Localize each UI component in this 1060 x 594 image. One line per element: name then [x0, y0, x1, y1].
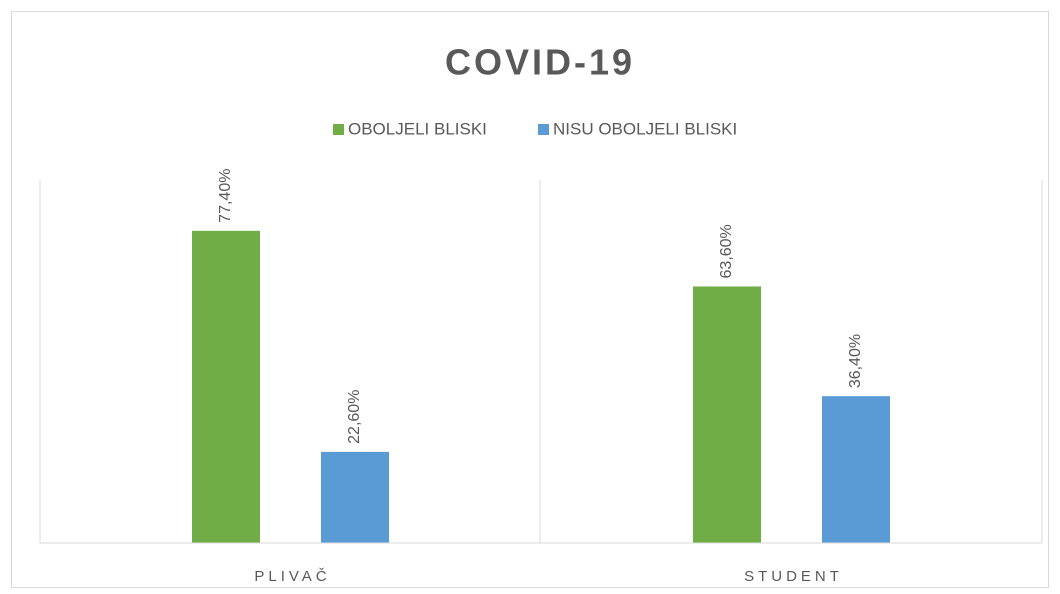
chart-border [11, 11, 1049, 588]
legend-swatch [333, 124, 344, 135]
data-label: 36,40% [847, 334, 864, 388]
data-label: 77,40% [217, 169, 234, 223]
legend-label: NISU OBOLJELI BLISKI [553, 119, 737, 138]
chart-title: COVID-19 [445, 42, 635, 83]
bar [192, 230, 260, 543]
bar [693, 286, 761, 543]
x-tick-label: PLIVAČ [254, 568, 330, 585]
legend-label: OBOLJELI BLISKI [348, 119, 487, 138]
plot-area [39, 180, 1043, 543]
x-tick-label: STUDENT [744, 568, 843, 585]
bar [822, 396, 890, 543]
data-label: 22,60% [346, 390, 363, 444]
bar [321, 451, 389, 543]
legend-swatch [538, 124, 549, 135]
data-label: 63,60% [718, 224, 735, 278]
